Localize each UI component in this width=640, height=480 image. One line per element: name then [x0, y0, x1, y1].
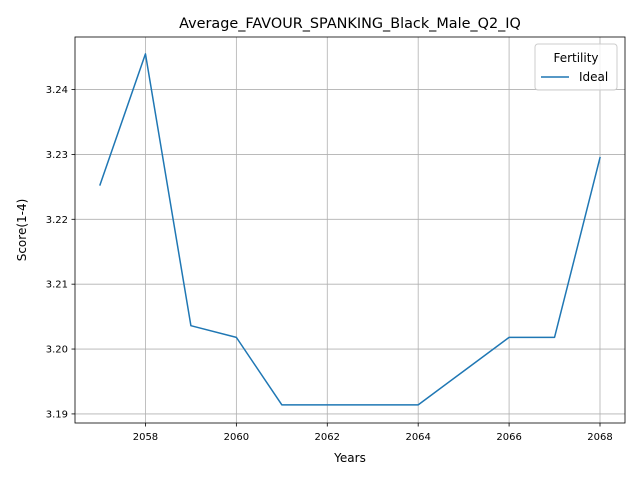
- x-tick-label: 2058: [133, 432, 158, 443]
- series-layer: [99, 53, 601, 406]
- y-tick-label: 3.24: [46, 85, 68, 96]
- y-tick-label: 3.21: [46, 280, 68, 291]
- legend-title: Fertility: [553, 51, 598, 65]
- x-axis-label: Years: [333, 451, 366, 465]
- x-tick-label: 2066: [496, 432, 521, 443]
- y-axis-label: Score(1-4): [15, 199, 29, 262]
- x-tick-label: 2062: [315, 432, 340, 443]
- legend-box: [534, 43, 618, 91]
- x-tick-label: 2060: [224, 432, 249, 443]
- legend: Fertility Ideal: [534, 43, 618, 91]
- x-tick-label: 2064: [405, 432, 430, 443]
- plot-area-frame: [74, 36, 626, 424]
- x-axis: 2058 2060 2062 2064 2066 2068: [133, 423, 613, 443]
- grid: [75, 37, 625, 423]
- y-axis: 3.19 3.20 3.21 3.22 3.23 3.24: [46, 85, 75, 420]
- y-tick-label: 3.19: [46, 409, 68, 420]
- y-tick-label: 3.20: [46, 345, 68, 356]
- chart-title: Average_FAVOUR_SPANKING_Black_Male_Q2_IQ: [179, 16, 521, 32]
- x-tick-label: 2068: [587, 432, 612, 443]
- y-tick-label: 3.22: [46, 215, 68, 226]
- legend-entry-ideal: Ideal: [579, 70, 608, 84]
- series-line-ideal: [99, 53, 601, 406]
- y-tick-label: 3.23: [46, 150, 68, 161]
